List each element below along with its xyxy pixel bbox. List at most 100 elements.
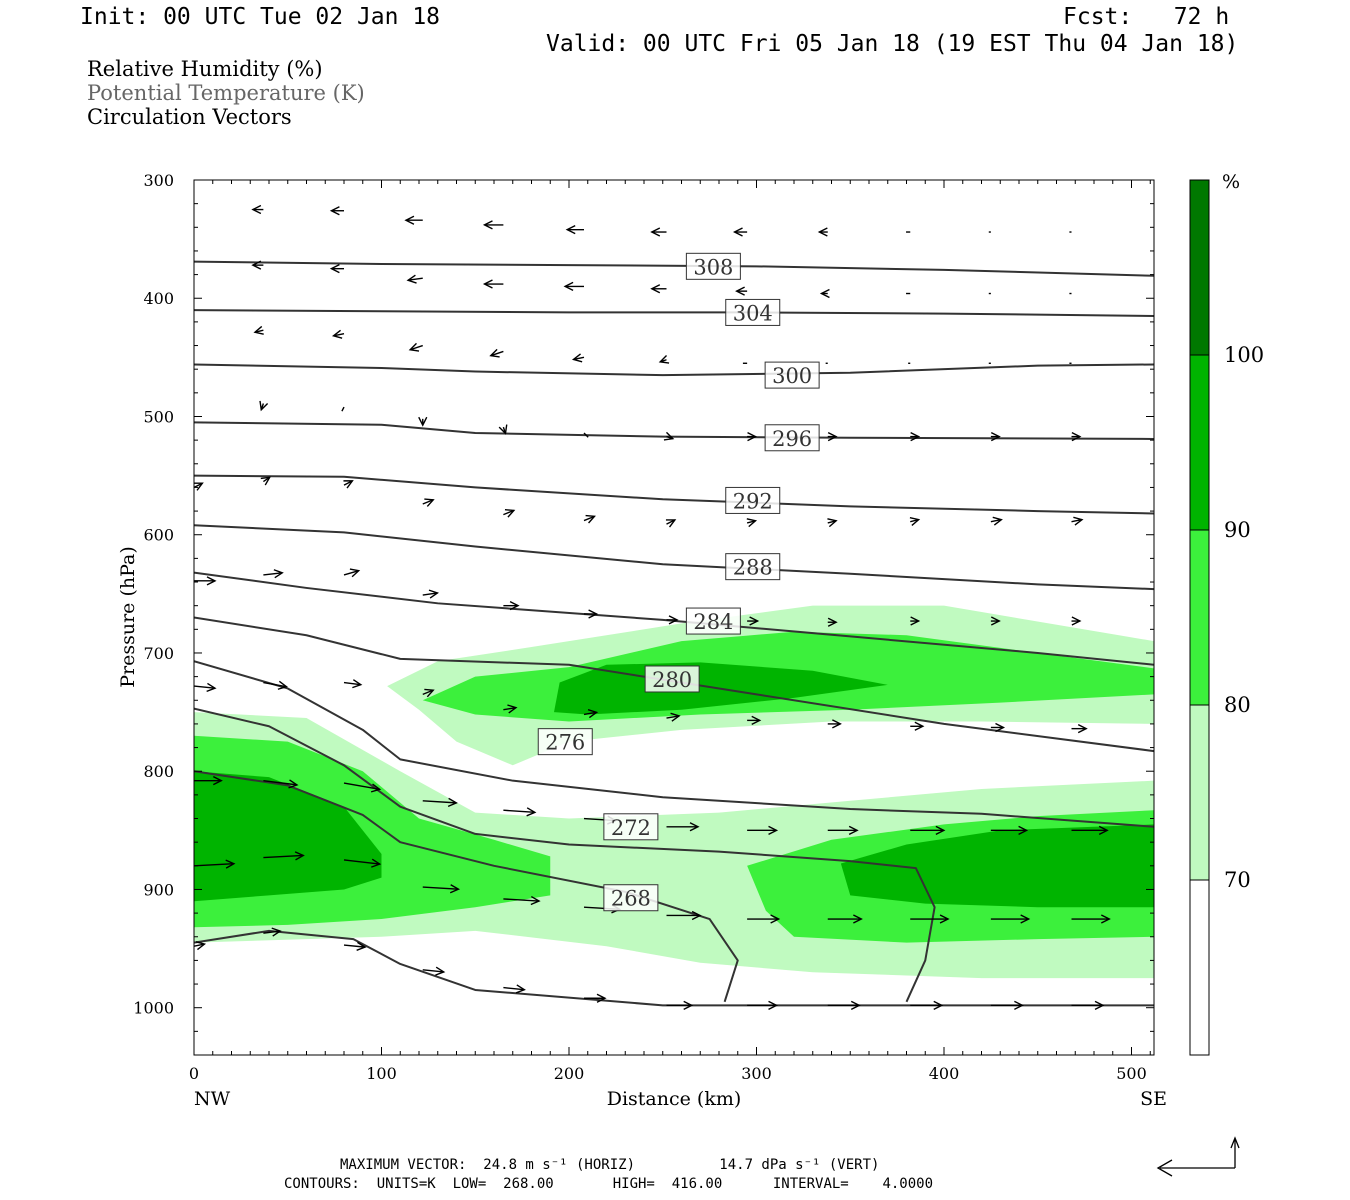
circulation-vector bbox=[251, 260, 264, 270]
y-tick-label: 1000 bbox=[133, 999, 174, 1018]
theta-contour-284 bbox=[194, 571, 1154, 666]
y-tick-label: 900 bbox=[143, 880, 174, 899]
theta-contour-304 bbox=[194, 309, 1154, 317]
circulation-vector bbox=[422, 589, 439, 599]
theta-label-288: 288 bbox=[725, 553, 781, 581]
y-axis-title: Pressure (hPa) bbox=[117, 546, 139, 688]
circulation-vector bbox=[747, 1000, 779, 1010]
circulation-vector bbox=[910, 721, 925, 731]
circulation-vector bbox=[503, 895, 541, 906]
circulation-vector bbox=[341, 406, 345, 412]
circulation-vector bbox=[418, 416, 428, 427]
init-time: Init: 00 UTC Tue 02 Jan 18 bbox=[80, 4, 441, 30]
circulation-vector bbox=[260, 476, 271, 486]
x-tick-label: 500 bbox=[1116, 1064, 1147, 1083]
circulation-vector bbox=[263, 569, 284, 579]
circulation-vector bbox=[404, 215, 423, 225]
x-end-label-right: SE bbox=[1140, 1088, 1167, 1110]
circulation-vector bbox=[584, 993, 607, 1003]
x-tick-label: 400 bbox=[929, 1064, 960, 1083]
circulation-vector bbox=[910, 914, 950, 924]
circulation-vector bbox=[666, 615, 679, 625]
circulation-vector bbox=[910, 616, 921, 626]
circulation-vector bbox=[663, 431, 675, 441]
reference-vector-icon bbox=[1156, 1136, 1240, 1177]
colorbar: 100 90 80 70% bbox=[1189, 171, 1264, 1056]
theta-label-300: 300 bbox=[764, 361, 820, 389]
circulation-vector bbox=[827, 719, 842, 729]
theta-contour-300 bbox=[194, 363, 1154, 377]
forecast-hour: Fcst: 72 h bbox=[1063, 4, 1230, 30]
theta-contour-272 bbox=[194, 707, 936, 1003]
circulation-vector bbox=[746, 518, 758, 528]
x-tick-label: 0 bbox=[189, 1064, 199, 1083]
theta-contour-280 bbox=[194, 616, 1154, 753]
circulation-vector bbox=[422, 797, 458, 808]
circulation-vector bbox=[827, 617, 838, 627]
theta-label-280: 280 bbox=[644, 665, 700, 693]
rh-shading bbox=[194, 605, 1154, 979]
colorbar-frame bbox=[1189, 179, 1210, 1056]
circulation-vector bbox=[1071, 914, 1111, 924]
circulation-vector bbox=[910, 1000, 944, 1010]
circulation-vector bbox=[563, 281, 584, 292]
circulation-vector bbox=[329, 264, 344, 274]
circulation-vector bbox=[343, 858, 382, 868]
legend-rh: Relative Humidity (%) bbox=[87, 57, 323, 81]
circulation-vector bbox=[408, 342, 423, 352]
colorbar-label: 90 bbox=[1224, 518, 1251, 542]
colorbar-above-100 bbox=[1190, 180, 1209, 355]
circulation-vector bbox=[584, 609, 599, 619]
circulation-vector bbox=[747, 431, 758, 442]
circulation-vector bbox=[571, 353, 585, 363]
svg-text:296: 296 bbox=[772, 427, 812, 451]
theta-label-308: 308 bbox=[685, 252, 741, 280]
theta-label-268: 268 bbox=[603, 884, 659, 912]
y-tick-label: 700 bbox=[143, 644, 174, 663]
circulation-vector bbox=[565, 225, 584, 235]
colorbar-label: 70 bbox=[1224, 868, 1251, 892]
circulation-vector bbox=[1071, 724, 1088, 734]
circulation-vector bbox=[990, 431, 1001, 442]
circulation-vector bbox=[910, 431, 921, 442]
svg-text:300: 300 bbox=[772, 364, 812, 388]
circulation-vector bbox=[482, 279, 504, 289]
circulation-vector bbox=[666, 712, 681, 722]
circulation-vector bbox=[422, 884, 461, 894]
axes: 300 400 500 600 700 800 900 1000 0 100 200 300 400 50… bbox=[133, 171, 1154, 1083]
circulation-vector bbox=[735, 286, 748, 296]
rh-region-90 bbox=[840, 824, 1154, 908]
circulation-vector bbox=[658, 355, 670, 364]
plot-frame bbox=[193, 179, 1155, 1056]
circulation-vector bbox=[343, 782, 382, 793]
circulation-vector bbox=[1071, 616, 1082, 626]
circulation-vector bbox=[747, 825, 779, 835]
theta-label-292: 292 bbox=[725, 486, 781, 514]
circulation-vector bbox=[503, 984, 526, 994]
circulation-vectors bbox=[194, 204, 1111, 1010]
circulation-vector bbox=[747, 715, 762, 725]
colorbar-80-90 bbox=[1190, 530, 1209, 705]
circulation-vector bbox=[194, 576, 217, 586]
theta-label-272: 272 bbox=[603, 813, 659, 841]
circulation-vector bbox=[194, 482, 204, 491]
theta-label-296: 296 bbox=[764, 424, 820, 452]
circulation-vector bbox=[990, 825, 1029, 835]
circulation-vector bbox=[259, 400, 269, 412]
circulation-vector bbox=[489, 348, 504, 358]
circulation-vector bbox=[194, 682, 217, 693]
circulation-vector bbox=[406, 274, 423, 284]
circulation-vector bbox=[827, 825, 859, 835]
theta-label-284: 284 bbox=[685, 607, 741, 635]
valid-time: Valid: 00 UTC Fri 05 Jan 18 (19 EST Thu … bbox=[546, 31, 1239, 57]
circulation-vector bbox=[253, 325, 264, 335]
circulation-vector bbox=[990, 516, 1003, 526]
circulation-vector bbox=[827, 431, 838, 442]
circulation-vector bbox=[263, 851, 305, 861]
circulation-vector bbox=[263, 927, 282, 937]
svg-text:292: 292 bbox=[733, 489, 773, 513]
circulation-vector bbox=[194, 859, 236, 869]
circulation-vector bbox=[747, 616, 760, 626]
x-end-label-left: NW bbox=[194, 1088, 231, 1110]
circulation-vector bbox=[503, 704, 518, 714]
